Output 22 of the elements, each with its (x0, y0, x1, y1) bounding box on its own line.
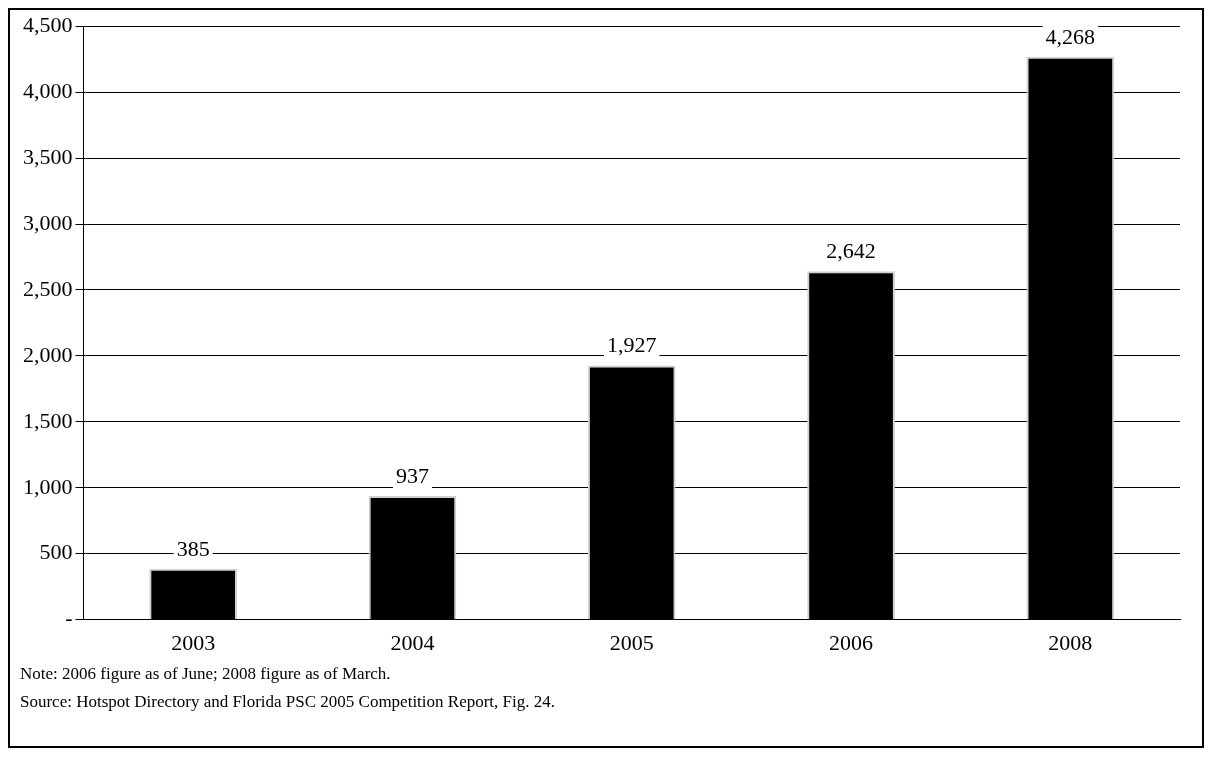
x-tick-label: 2005 (609, 629, 654, 655)
data-label: 1,927 (607, 332, 657, 358)
x-tick-label: 2006 (829, 629, 874, 655)
y-tick-label: 500 (39, 539, 73, 565)
y-tick-label: 2,500 (23, 275, 73, 301)
data-label: 2,642 (826, 237, 876, 263)
y-tick-label: 1,000 (23, 473, 73, 499)
y-tick-label: 3,000 (23, 209, 73, 235)
text: Note: 2006 figure as of June; 2008 figure as of March. (20, 663, 392, 685)
x-tick-label: 2004 (390, 629, 435, 655)
y-tick-label: 2,000 (23, 341, 73, 367)
source-note: Source: Hotspot Directory and Florida PSC 2005 Competition Report, Fig. 24. (20, 691, 556, 713)
y-tick-label: 4,000 (23, 77, 73, 103)
data-label: 385 (176, 535, 210, 561)
y-tick-label: 1,500 (23, 407, 73, 433)
x-tick-label: 2003 (171, 629, 216, 655)
data-label: 4,268 (1045, 23, 1096, 49)
x-tick-label: 2008 (1048, 629, 1093, 655)
y-tick-label: - (65, 605, 73, 631)
y-tick-label: 3,500 (23, 143, 73, 169)
data-label: 937 (395, 462, 429, 488)
y-tick-label: 4,500 (23, 11, 73, 37)
